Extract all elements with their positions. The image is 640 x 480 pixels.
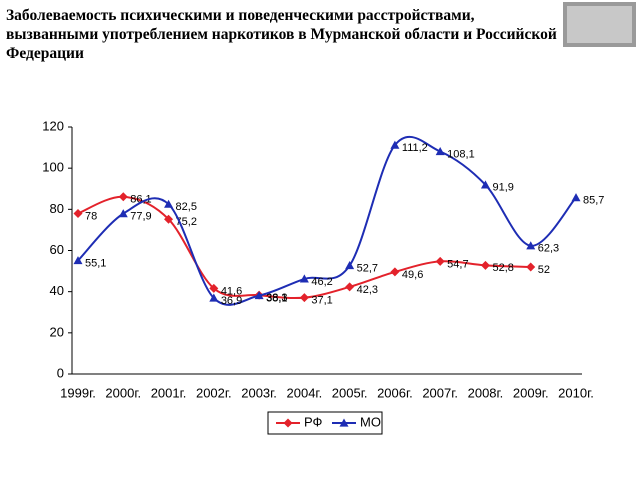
data-point <box>209 283 219 293</box>
emblem-inner <box>567 6 632 43</box>
data-point <box>390 140 400 149</box>
data-point <box>345 282 355 292</box>
data-label: 86,1 <box>130 194 151 206</box>
data-point <box>526 262 536 272</box>
data-point <box>299 293 309 303</box>
data-label: 49,6 <box>402 269 423 281</box>
x-tick-label: 2004г. <box>287 385 323 400</box>
data-label: 82,5 <box>176 201 197 213</box>
data-label: 62,3 <box>538 243 559 255</box>
data-point <box>73 256 83 265</box>
data-point <box>435 146 445 156</box>
y-tick-label: 40 <box>50 283 64 298</box>
data-point <box>73 208 83 218</box>
x-tick-label: 2010г. <box>558 385 594 400</box>
chart-title: Заболеваемость психическими и поведенчес… <box>6 7 557 62</box>
y-tick-label: 80 <box>50 201 64 216</box>
x-tick-label: 1999г. <box>60 385 96 400</box>
y-tick-label: 60 <box>50 242 64 257</box>
data-label: 108,1 <box>447 148 475 160</box>
data-point <box>480 260 490 270</box>
data-point <box>299 274 309 283</box>
y-tick-label: 120 <box>42 118 64 133</box>
legend-marker <box>283 418 293 428</box>
data-point <box>390 267 400 277</box>
data-label: 55,1 <box>85 257 106 269</box>
legend-marker <box>339 418 349 427</box>
y-tick-label: 20 <box>50 324 64 339</box>
data-point <box>209 293 219 302</box>
legend-label: МО <box>360 414 381 429</box>
x-tick-label: 2005г. <box>332 385 368 400</box>
legend-box <box>267 411 383 435</box>
data-label: 77,9 <box>130 211 151 223</box>
data-label: 78 <box>85 210 97 222</box>
data-label: 42,3 <box>357 284 378 296</box>
x-tick-label: 2003г. <box>241 385 277 400</box>
legend-label: РФ <box>304 414 323 429</box>
data-label: 46,2 <box>311 276 332 288</box>
data-label: 52 <box>538 264 550 276</box>
x-tick-label: 2008г. <box>468 385 504 400</box>
data-point <box>118 192 128 202</box>
data-point <box>164 214 174 224</box>
data-label: 38,1 <box>266 292 287 304</box>
x-tick-label: 2006г. <box>377 385 413 400</box>
data-label: 38,3 <box>266 292 287 304</box>
data-label: 85,7 <box>583 195 604 207</box>
data-point <box>435 256 445 266</box>
x-tick-label: 2002г. <box>196 385 232 400</box>
data-label: 41,6 <box>221 285 242 297</box>
data-label: 91,9 <box>492 182 513 194</box>
data-label: 54,7 <box>447 258 468 270</box>
x-tick-label: 2009г. <box>513 385 549 400</box>
data-point <box>254 291 264 300</box>
x-tick-label: 2000г. <box>105 385 141 400</box>
y-tick-label: 0 <box>57 365 64 380</box>
data-label: 52,8 <box>492 262 513 274</box>
data-point <box>345 261 355 270</box>
data-label: 52,7 <box>357 262 378 274</box>
x-tick-label: 2001г. <box>151 385 187 400</box>
x-tick-label: 2007г. <box>422 385 458 400</box>
data-point <box>118 209 128 218</box>
y-tick-label: 100 <box>42 160 64 175</box>
data-label: 37,1 <box>311 295 332 307</box>
data-point <box>164 199 174 208</box>
data-point <box>526 241 536 250</box>
data-label: 111,2 <box>402 142 428 154</box>
data-point <box>480 180 490 189</box>
data-label: 36,9 <box>221 295 242 307</box>
data-point <box>571 193 581 202</box>
